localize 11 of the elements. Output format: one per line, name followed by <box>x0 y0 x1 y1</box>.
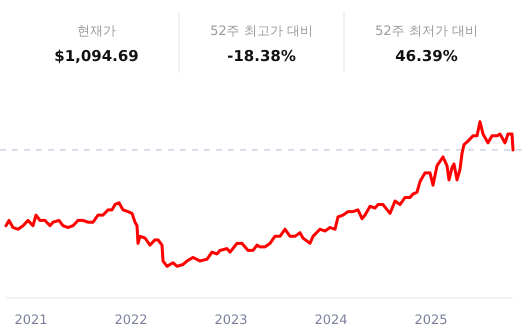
x-tick-label: 2023 <box>214 313 248 328</box>
x-tick-label: 2025 <box>414 313 448 328</box>
text: 52주 최저가 대비 <box>375 24 478 39</box>
text: 52주 최고가 대비 <box>210 24 313 39</box>
text: $1,094.69 <box>54 47 139 65</box>
text: 46.39% <box>395 47 458 65</box>
text: -18.38% <box>227 47 296 65</box>
text: 현재가 <box>77 24 116 39</box>
x-tick-label: 2024 <box>314 313 348 328</box>
x-tick-label: 2021 <box>14 313 48 328</box>
x-tick-label: 2022 <box>114 313 148 328</box>
